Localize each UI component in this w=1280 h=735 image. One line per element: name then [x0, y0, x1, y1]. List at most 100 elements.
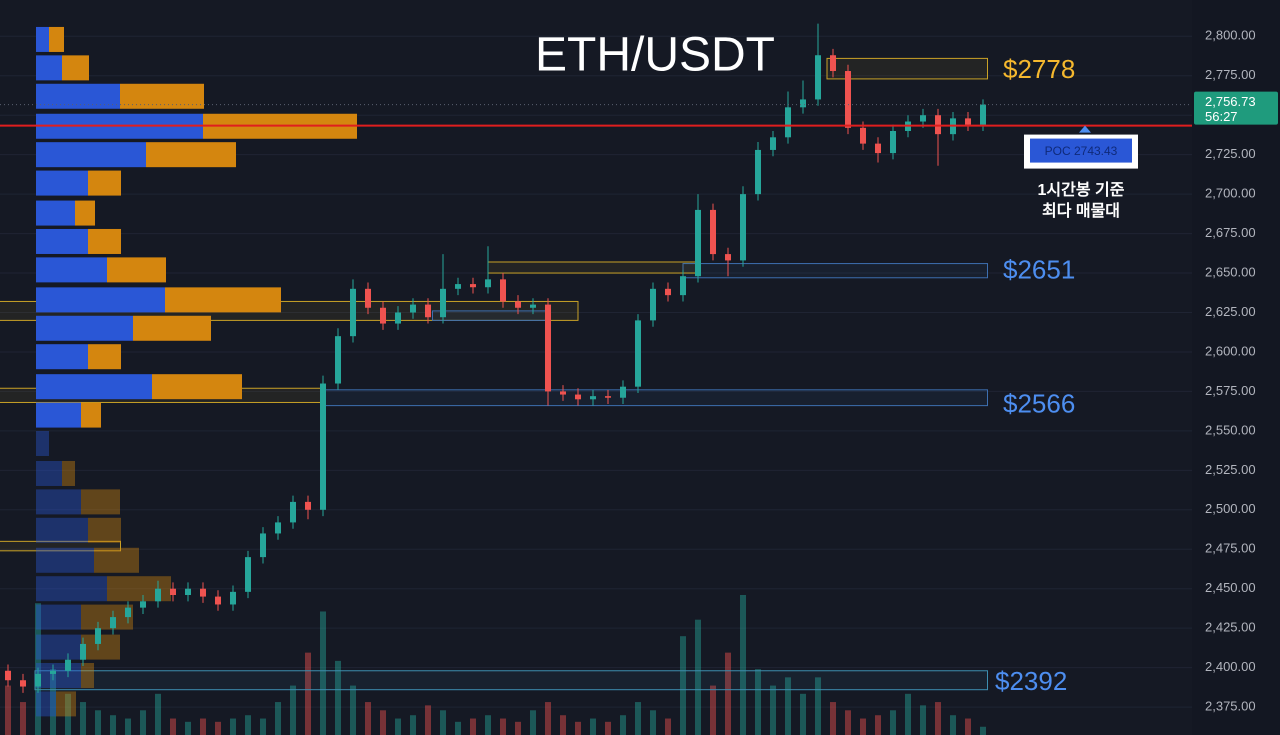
- candle-body: [860, 127, 866, 144]
- volume-bar: [125, 718, 131, 735]
- profile-buy: [36, 402, 81, 428]
- volume-bar: [440, 710, 446, 735]
- volume-bar: [590, 718, 596, 735]
- volume-bar: [350, 685, 356, 735]
- profile-buy: [36, 430, 49, 456]
- candle-body: [50, 670, 56, 674]
- profile-buy: [36, 517, 88, 543]
- candle-body: [920, 115, 926, 122]
- candle-body: [485, 279, 491, 288]
- candle-body: [200, 588, 206, 597]
- profile-sell: [88, 517, 121, 543]
- volume-bar: [905, 693, 911, 735]
- y-tick-label: 2,775.00: [1205, 67, 1256, 82]
- candle-body: [275, 522, 281, 534]
- profile-buy: [36, 460, 62, 486]
- profile-sell: [88, 228, 121, 254]
- volume-bar: [110, 715, 116, 735]
- candle-body: [380, 307, 386, 324]
- volume-bar: [215, 721, 221, 735]
- volume-bar: [170, 718, 176, 735]
- profile-buy: [36, 200, 75, 226]
- candle-body: [155, 588, 161, 602]
- candle-body: [440, 288, 446, 318]
- profile-sell: [81, 604, 133, 630]
- candle-body: [770, 137, 776, 150]
- candle-body: [215, 596, 221, 605]
- volume-bar: [320, 611, 326, 735]
- candle-body: [305, 501, 311, 510]
- candle-body: [5, 670, 11, 681]
- countdown-label: 56:27: [1205, 109, 1238, 124]
- volume-bar: [50, 669, 56, 735]
- volume-bar: [5, 685, 11, 735]
- profile-buy: [36, 315, 133, 341]
- candle-body: [410, 304, 416, 313]
- volume-bar: [395, 718, 401, 735]
- candle-body: [395, 312, 401, 324]
- candle-body: [110, 617, 116, 629]
- candle-body: [635, 320, 641, 387]
- profile-sell: [120, 83, 204, 109]
- candle-body: [320, 383, 326, 510]
- candle-body: [470, 284, 476, 288]
- candle-body: [35, 673, 41, 687]
- volume-bar: [785, 677, 791, 735]
- poc-arrow: [1079, 125, 1091, 133]
- candle-body: [170, 588, 176, 596]
- profile-buy: [36, 228, 88, 254]
- poc-box: [1030, 138, 1132, 163]
- candle-body: [665, 288, 671, 296]
- candle-body: [455, 284, 461, 289]
- zone: [432, 310, 549, 321]
- profile-sell: [56, 691, 76, 717]
- candle-body: [680, 276, 686, 296]
- y-tick-label: 2,550.00: [1205, 422, 1256, 437]
- profile-sell: [107, 257, 166, 283]
- volume-bar: [185, 721, 191, 735]
- profile-buy: [36, 344, 88, 370]
- profile-buy: [36, 662, 81, 688]
- volume-bar: [530, 710, 536, 735]
- profile-buy: [36, 634, 81, 660]
- volume-bar: [560, 715, 566, 735]
- candle-body: [290, 501, 296, 523]
- volume-bar: [815, 677, 821, 735]
- volume-bar: [800, 693, 806, 735]
- volume-bar: [260, 718, 266, 735]
- candle-body: [890, 130, 896, 154]
- profile-sell: [75, 200, 95, 226]
- profile-buy: [36, 691, 56, 717]
- volume-bar: [710, 685, 716, 735]
- price-annotation: $2651: [1003, 254, 1075, 284]
- volume-bar: [290, 685, 296, 735]
- volume-bar: [20, 702, 26, 735]
- candle-body: [560, 391, 566, 395]
- y-tick-label: 2,575.00: [1205, 383, 1256, 398]
- candle-body: [95, 628, 101, 644]
- zone: [322, 389, 988, 407]
- candle-body: [335, 336, 341, 384]
- y-tick-label: 2,400.00: [1205, 659, 1256, 674]
- profile-buy: [36, 547, 94, 573]
- volume-bar: [860, 718, 866, 735]
- candle-body: [80, 643, 86, 660]
- candle-body: [965, 118, 971, 125]
- volume-bar: [725, 652, 731, 735]
- last-price-label: 2,756.73: [1205, 94, 1256, 109]
- profile-buy: [36, 55, 62, 81]
- profile-sell: [146, 142, 236, 168]
- y-tick-label: 2,500.00: [1205, 501, 1256, 516]
- zone: [826, 57, 988, 80]
- profile-sell: [62, 460, 75, 486]
- candle-body: [365, 288, 371, 308]
- candle-body: [530, 304, 536, 308]
- candle-body: [755, 149, 761, 195]
- profile-sell: [94, 547, 139, 573]
- candle-body: [710, 209, 716, 255]
- profile-buy: [36, 374, 152, 400]
- volume-bar: [935, 702, 941, 735]
- y-tick-label: 2,375.00: [1205, 699, 1256, 714]
- y-tick-label: 2,450.00: [1205, 580, 1256, 595]
